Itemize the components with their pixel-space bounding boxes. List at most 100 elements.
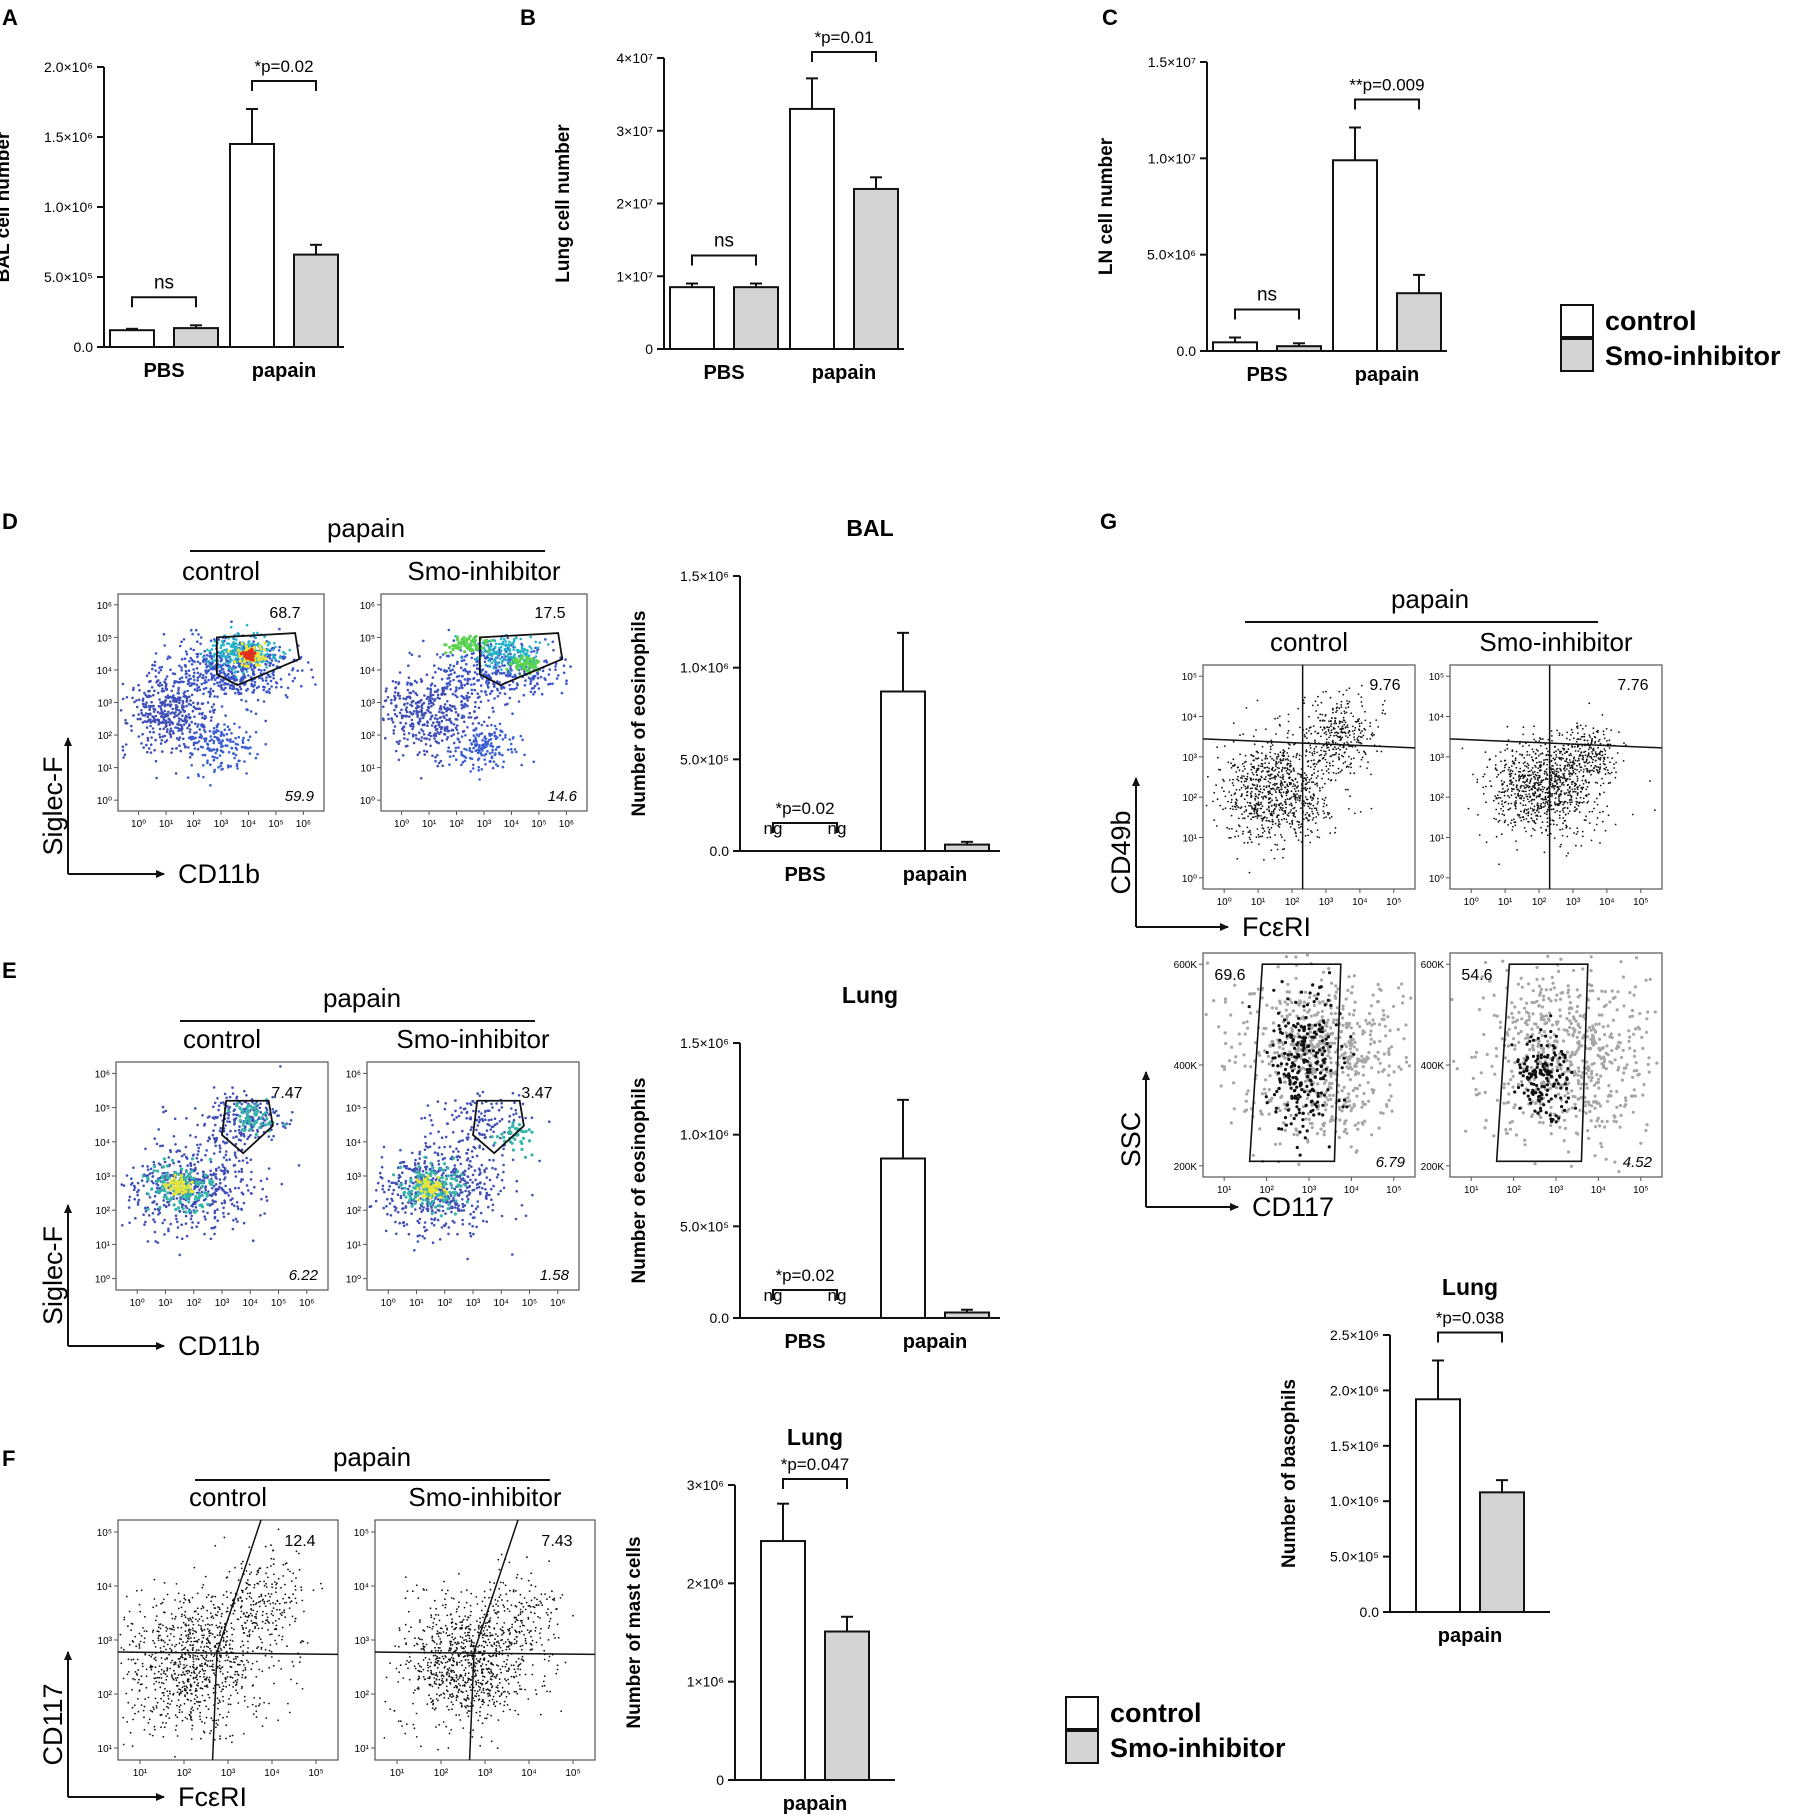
event-dot (446, 685, 449, 688)
event-dot (405, 1223, 409, 1226)
event-dot (217, 1108, 220, 1112)
event-dot (216, 1724, 219, 1726)
event-dot (442, 1224, 446, 1227)
y-tick-label: 3×10⁷ (616, 123, 653, 139)
event-dot (163, 1218, 166, 1222)
event-dot (232, 664, 235, 668)
event-dot (510, 1107, 513, 1110)
event-dot (208, 1204, 212, 1207)
event-dot (483, 758, 487, 761)
event-dot (243, 1142, 247, 1146)
event-dot (450, 1177, 454, 1181)
event-dot (468, 747, 472, 750)
event-dot (213, 1232, 216, 1236)
event-dot (184, 1145, 188, 1149)
event-dot (206, 1139, 210, 1143)
event-dot (506, 670, 510, 674)
eosinophil-gate (478, 632, 564, 687)
event-dot (453, 1177, 457, 1181)
event-dot (429, 744, 432, 748)
event-dot (198, 728, 201, 731)
event-dot (386, 695, 390, 699)
event-dot (204, 669, 207, 672)
event-dot (505, 667, 509, 671)
event-dot (179, 749, 183, 753)
event-dot (512, 736, 515, 739)
event-dot (173, 712, 176, 715)
event-dot (200, 1615, 203, 1618)
event-dot (508, 738, 512, 741)
event-dot (442, 1188, 446, 1192)
flow-column-label: control (183, 1024, 261, 1054)
event-dot (468, 695, 471, 699)
event-dot (463, 702, 467, 706)
event-dot (453, 1173, 457, 1177)
event-dot (428, 1196, 432, 1200)
event-dot (218, 1713, 221, 1716)
event-dot (472, 664, 476, 667)
event-dot (204, 662, 208, 666)
event-dot (484, 763, 487, 766)
event-dot (551, 682, 554, 686)
event-dot (495, 663, 499, 667)
event-dot (178, 1253, 181, 1257)
event-dot (454, 707, 457, 711)
y-tick-label: 10¹ (98, 764, 113, 775)
event-dot (515, 1112, 518, 1115)
event-dot (146, 715, 149, 718)
event-dot (192, 675, 195, 678)
event-dot (228, 728, 231, 731)
event-dot (486, 749, 489, 753)
event-dot (164, 1658, 167, 1661)
event-dot (515, 660, 519, 664)
event-dot (181, 1649, 183, 1651)
event-dot (416, 753, 420, 756)
y-tick-label: 5.0×10⁵ (44, 269, 93, 285)
event-dot (166, 1200, 169, 1204)
event-dot (163, 1189, 167, 1193)
event-dot (154, 759, 158, 763)
bar-smo-inhibitor (944, 843, 990, 852)
event-dot (194, 722, 197, 725)
event-dot (142, 702, 145, 706)
x-tick-label: papain (1438, 1625, 1502, 1647)
event-dot (461, 1223, 465, 1226)
event-dot (238, 1159, 241, 1163)
event-dot (404, 1179, 408, 1183)
x-tick-label: 10² (438, 1298, 453, 1309)
event-dot (173, 1117, 177, 1121)
event-dot (205, 671, 208, 675)
event-dot (446, 736, 450, 739)
event-dot (478, 778, 481, 781)
event-dot (200, 1190, 204, 1194)
event-dot (508, 1114, 512, 1118)
event-dot (233, 1163, 237, 1167)
event-dot (493, 697, 496, 700)
event-dot (438, 1193, 442, 1197)
event-dot (189, 1161, 192, 1165)
event-dot (198, 688, 202, 692)
event-dot (200, 1184, 204, 1188)
event-dot (131, 1706, 134, 1709)
event-dot (219, 656, 222, 660)
event-dot (387, 1188, 391, 1192)
event-dot (479, 684, 483, 687)
event-dot (181, 1613, 184, 1616)
event-dot (502, 637, 506, 641)
event-dot (211, 659, 214, 663)
event-dot (491, 751, 494, 754)
event-dot (487, 699, 490, 702)
event-dot (460, 1111, 463, 1114)
y-tick-label: 0 (645, 341, 653, 357)
event-dot (557, 674, 560, 677)
event-dot (213, 1101, 217, 1105)
event-dot (171, 730, 175, 733)
event-dot (236, 648, 240, 652)
event-dot (432, 1224, 436, 1227)
event-dot (437, 1130, 440, 1133)
event-dot (182, 705, 185, 709)
event-dot (390, 718, 394, 721)
event-dot (446, 706, 449, 710)
event-dot (400, 1187, 404, 1190)
event-dot (462, 1107, 466, 1111)
